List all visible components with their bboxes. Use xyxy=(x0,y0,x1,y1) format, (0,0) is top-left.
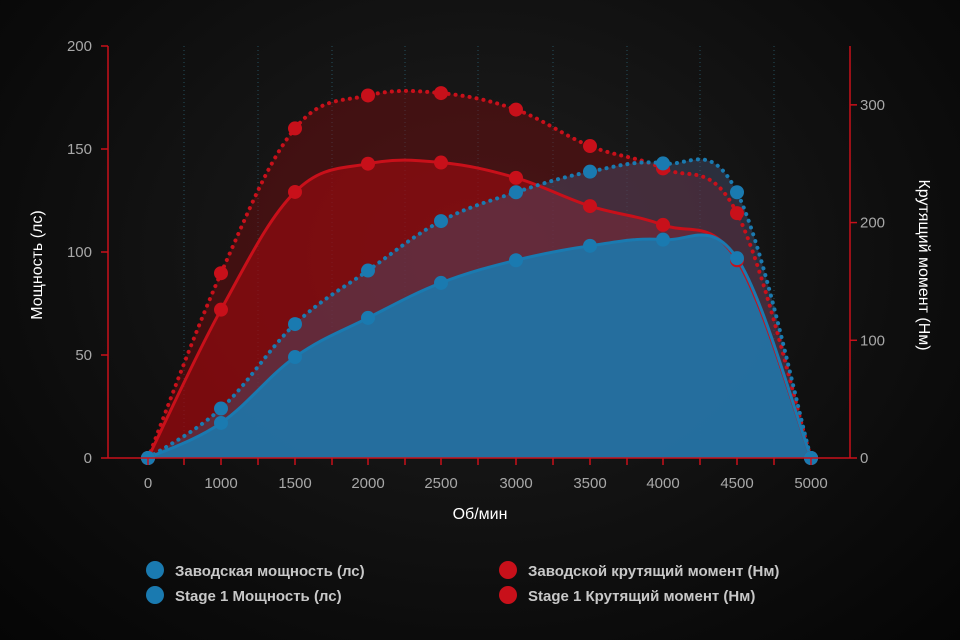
left-tick-label-0: 0 xyxy=(84,450,92,467)
left-tick-label-1: 50 xyxy=(75,347,92,364)
legend-marker-3 xyxy=(499,586,517,604)
legend-label-2: Заводской крутящий момент (Нм) xyxy=(528,563,779,580)
data-point-1-6 xyxy=(583,164,597,179)
data-point-2-4 xyxy=(434,155,448,170)
right-axis-title: Крутящий момент (Нм) xyxy=(915,179,932,350)
data-point-0-8 xyxy=(730,251,744,266)
series-line-0 xyxy=(146,233,813,460)
data-point-0-2 xyxy=(288,350,302,365)
left-axis-title: Мощность (лс) xyxy=(29,210,46,319)
legend-marker-0 xyxy=(146,561,164,579)
right-tick-label-1: 100 xyxy=(860,332,885,349)
x-tick-label-0: 0 xyxy=(144,475,152,492)
data-point-0-4 xyxy=(434,275,448,290)
data-point-1-3 xyxy=(361,263,375,278)
x-tick-label-5: 3000 xyxy=(499,475,532,492)
x-tick-label-7: 4000 xyxy=(646,475,679,492)
data-point-1-5 xyxy=(509,185,523,200)
left-tick-label-4: 200 xyxy=(67,38,92,55)
left-tick-label-3: 150 xyxy=(67,141,92,158)
x-tick-label-9: 5000 xyxy=(794,475,827,492)
series-areas xyxy=(148,90,811,458)
legend-marker-1 xyxy=(146,586,164,604)
legend-marker-2 xyxy=(499,561,517,579)
data-point-3-5 xyxy=(509,102,523,117)
right-tick-label-2: 200 xyxy=(860,215,885,232)
left-tick-label-2: 100 xyxy=(67,244,92,261)
data-point-1-8 xyxy=(730,185,744,200)
series-area-0 xyxy=(148,234,811,458)
data-point-2-1 xyxy=(214,302,228,317)
data-point-2-5 xyxy=(509,170,523,185)
data-point-3-4 xyxy=(434,86,448,101)
data-point-0-5 xyxy=(509,253,523,268)
data-point-0-6 xyxy=(583,238,597,253)
x-tick-label-1: 1000 xyxy=(204,475,237,492)
legend-label-1: Stage 1 Мощность (лс) xyxy=(175,588,342,605)
data-point-3-6 xyxy=(583,139,597,154)
x-tick-label-4: 2500 xyxy=(424,475,457,492)
x-tick-label-6: 3500 xyxy=(573,475,606,492)
data-point-1-4 xyxy=(434,214,448,229)
legend-label-0: Заводская мощность (лс) xyxy=(175,563,365,580)
data-point-3-1 xyxy=(214,266,228,281)
x-tick-label-2: 1500 xyxy=(278,475,311,492)
x-axis-title: Об/мин xyxy=(453,506,508,523)
data-point-3-3 xyxy=(361,88,375,103)
data-point-2-7 xyxy=(656,217,670,232)
data-point-2-2 xyxy=(288,184,302,199)
legend: Заводская мощность (лс) Stage 1 Мощность … xyxy=(146,561,779,605)
data-point-1-2 xyxy=(288,317,302,332)
data-point-0-3 xyxy=(361,310,375,325)
x-tick-label-8: 4500 xyxy=(720,475,753,492)
right-tick-label-3: 300 xyxy=(860,97,885,114)
legend-label-3: Stage 1 Крутящий момент (Нм) xyxy=(528,588,755,605)
x-tick-label-3: 2000 xyxy=(351,475,384,492)
data-point-2-6 xyxy=(583,199,597,214)
data-point-1-1 xyxy=(214,401,228,416)
data-point-1-7 xyxy=(656,156,670,171)
data-point-3-8 xyxy=(730,206,744,221)
data-point-0-1 xyxy=(214,415,228,430)
data-point-0-7 xyxy=(656,232,670,247)
right-tick-label-0: 0 xyxy=(860,450,868,467)
data-point-2-3 xyxy=(361,156,375,171)
series-line-1 xyxy=(146,157,813,460)
data-point-3-2 xyxy=(288,121,302,136)
grid-lines xyxy=(183,46,775,458)
